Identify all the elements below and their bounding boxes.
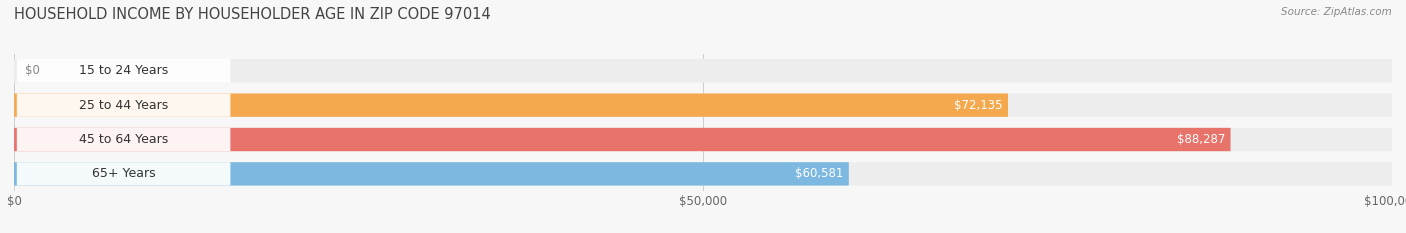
Text: 65+ Years: 65+ Years <box>91 167 156 180</box>
FancyBboxPatch shape <box>14 128 1392 151</box>
FancyBboxPatch shape <box>17 59 231 82</box>
FancyBboxPatch shape <box>14 162 1392 185</box>
FancyBboxPatch shape <box>14 93 1008 117</box>
FancyBboxPatch shape <box>17 93 231 117</box>
FancyBboxPatch shape <box>17 162 231 185</box>
FancyBboxPatch shape <box>14 93 1392 117</box>
Text: $0: $0 <box>25 64 39 77</box>
Text: $60,581: $60,581 <box>794 167 844 180</box>
Text: $88,287: $88,287 <box>1177 133 1225 146</box>
Text: 25 to 44 Years: 25 to 44 Years <box>79 99 169 112</box>
Text: HOUSEHOLD INCOME BY HOUSEHOLDER AGE IN ZIP CODE 97014: HOUSEHOLD INCOME BY HOUSEHOLDER AGE IN Z… <box>14 7 491 22</box>
FancyBboxPatch shape <box>14 162 849 185</box>
FancyBboxPatch shape <box>17 128 231 151</box>
FancyBboxPatch shape <box>14 128 1230 151</box>
FancyBboxPatch shape <box>14 59 1392 82</box>
Text: $72,135: $72,135 <box>955 99 1002 112</box>
Text: 15 to 24 Years: 15 to 24 Years <box>79 64 169 77</box>
Text: 45 to 64 Years: 45 to 64 Years <box>79 133 169 146</box>
Text: Source: ZipAtlas.com: Source: ZipAtlas.com <box>1281 7 1392 17</box>
